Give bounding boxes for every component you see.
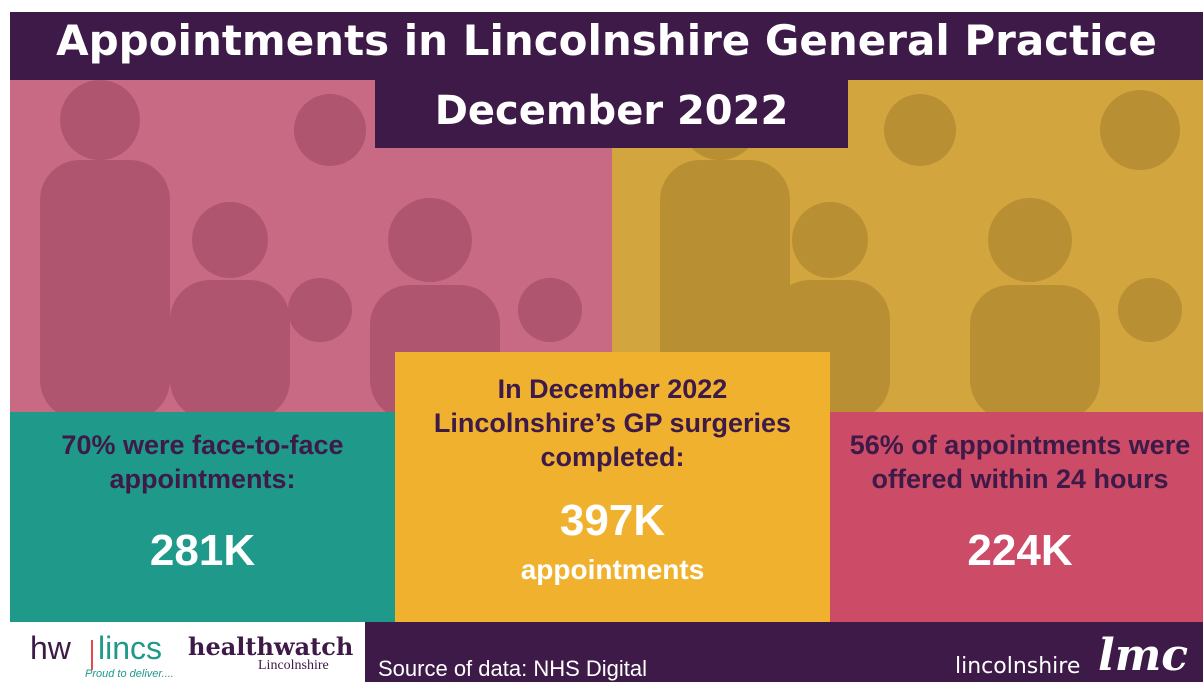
logo-lincs: lincs <box>98 630 162 667</box>
panel-text: appointments: <box>10 462 395 496</box>
subtitle: December 2022 <box>375 88 848 134</box>
panel-unit: appointments <box>395 554 830 586</box>
panel-text: offered within 24 hours <box>830 462 1203 496</box>
panel-text: In December 2022 <box>395 372 830 406</box>
panel-text: completed: <box>395 440 830 474</box>
panel-text: Lincolnshire’s GP surgeries <box>395 406 830 440</box>
panel-text: 70% were face-to-face <box>10 428 395 462</box>
tagline: Proud to deliver.... <box>85 668 174 680</box>
lmc-text: lincolnshire <box>955 654 1080 679</box>
logo-healthwatch: healthwatch <box>188 632 353 661</box>
panel-figure: 397K <box>395 496 830 546</box>
infographic: Appointments in Lincolnshire General Pra… <box>0 0 1203 682</box>
panel-text: 56% of appointments were <box>830 428 1203 462</box>
logo-hw: hw <box>30 630 71 667</box>
logo-healthwatch-sub: Lincolnshire <box>258 658 329 674</box>
title: Appointments in Lincolnshire General Pra… <box>10 16 1203 65</box>
panel-figure: 224K <box>830 526 1203 576</box>
lmc-mark: lmc <box>1098 630 1188 681</box>
source: Source of data: NHS Digital <box>378 656 647 682</box>
panel-figure: 281K <box>10 526 395 576</box>
